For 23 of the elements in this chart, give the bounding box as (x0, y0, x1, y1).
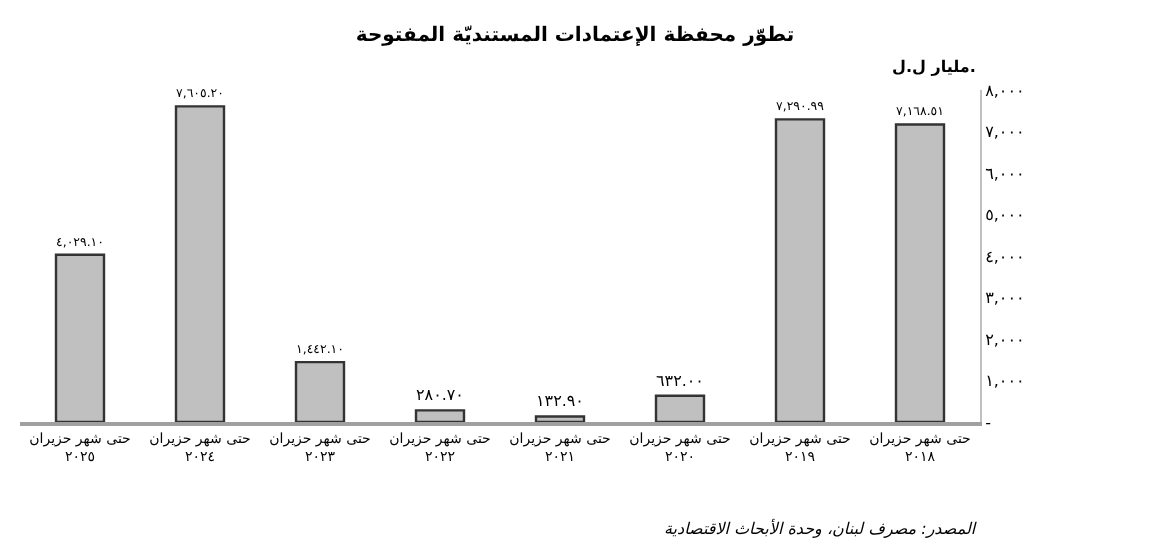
text: المصدر: مصرف لبنان، وحدة الأبحاث الاقتصادية (664, 518, 977, 538)
bar (414, 409, 466, 422)
chart-title: تطوّر محفظة الإعتمادات المستنديّة المفتوحة (355, 25, 795, 48)
y-tick-label: ٦,٠٠٠ (985, 164, 1025, 183)
y-tick-label: ٨,٠٠٠ (985, 81, 1025, 100)
data-label: ٢٨٠.٧٠ (416, 386, 464, 405)
bar (174, 105, 226, 422)
data-label: ١٣٢.٩٠ (536, 392, 584, 411)
y-tick-label: ١,٠٠٠ (985, 372, 1025, 391)
bar (774, 118, 826, 422)
y-tick-label: ٣,٠٠٠ (985, 289, 1025, 308)
y-axis-title: مليار ل.ل. (892, 58, 976, 76)
bar (534, 415, 586, 422)
y-tick-label: ٧,٠٠٠ (985, 123, 1025, 142)
data-label: ٦٣٢.٠٠ (656, 371, 704, 390)
y-tick-label: ٥,٠٠٠ (985, 206, 1025, 225)
bar (894, 123, 946, 422)
y-tick-label: - (985, 413, 992, 432)
bar (294, 360, 346, 422)
y-tick-label: ٢,٠٠٠ (985, 330, 1025, 349)
bar (654, 394, 706, 422)
bar (54, 253, 106, 422)
y-tick-label: ٤,٠٠٠ (985, 247, 1025, 266)
